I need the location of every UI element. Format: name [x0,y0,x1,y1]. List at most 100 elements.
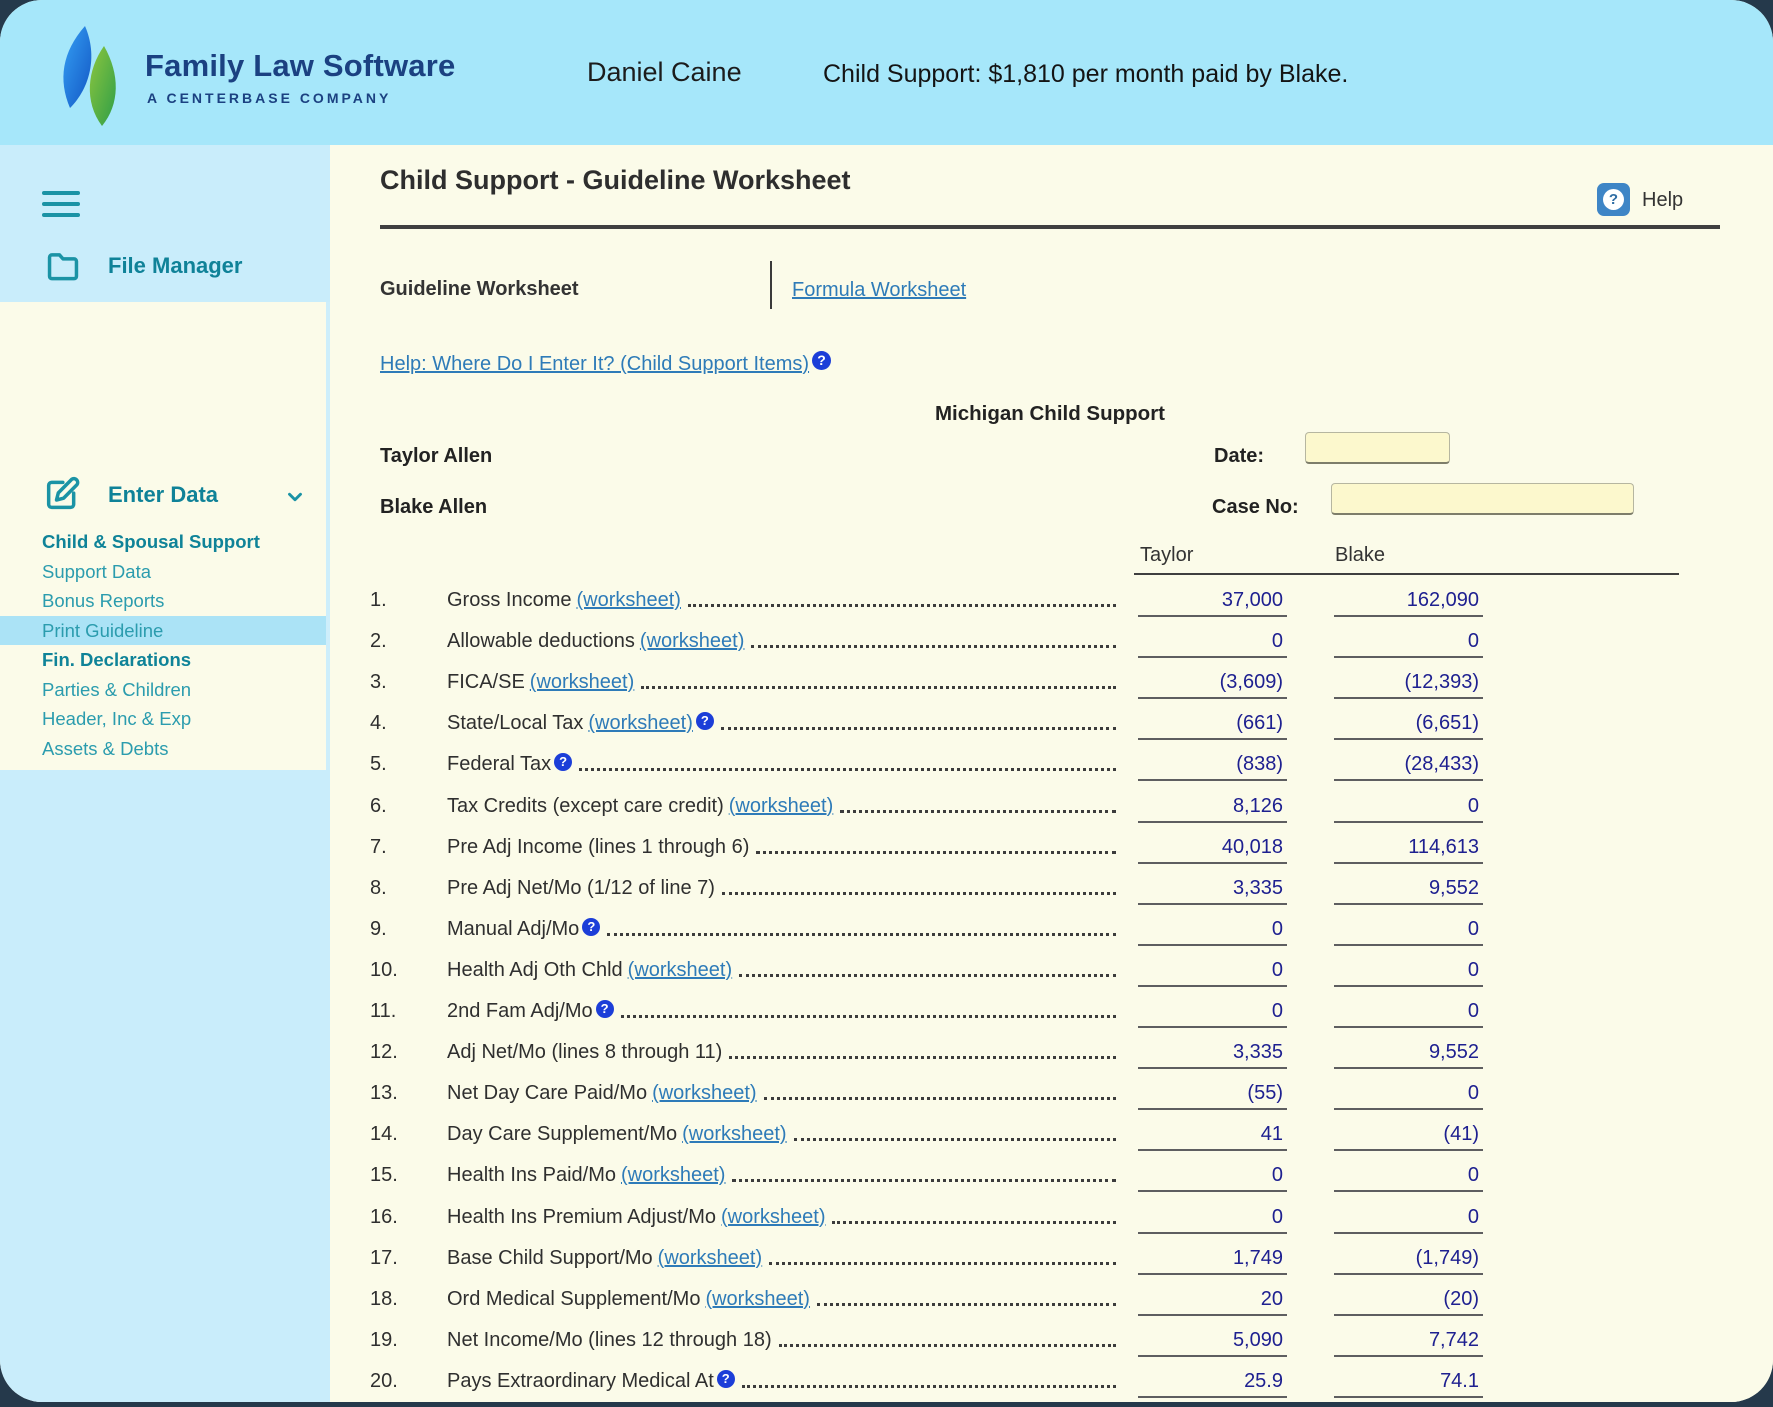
row-number: 11. [370,1000,397,1023]
blake-value: 0 [1334,1164,1483,1193]
blake-value: 0 [1334,1206,1483,1234]
row-label: Tax Credits (except care credit) (workshe… [447,794,834,817]
worksheet-link[interactable]: (worksheet) [721,1205,826,1228]
worksheet-link[interactable]: (worksheet) [728,794,834,817]
worksheet-link[interactable]: (worksheet) [529,671,635,694]
party2-name: Blake Allen [380,496,488,518]
worksheet-link[interactable]: (worksheet) [576,589,681,612]
worksheet-link[interactable]: (worksheet) [652,1082,757,1105]
row-number: 1. [370,589,387,612]
taylor-value: 0 [1138,1000,1287,1029]
row-number: 3. [370,671,387,694]
taylor-value: 5,090 [1138,1329,1287,1357]
row-number: 4. [370,712,387,735]
brand-tagline: A CENTERBASE COMPANY [147,90,392,106]
title-divider [380,225,1720,229]
taylor-value: 0 [1138,959,1287,987]
menu-icon[interactable] [42,191,80,224]
question-icon: ? [1603,189,1624,210]
blake-value: 74.1 [1334,1370,1483,1398]
row-number: 5. [370,753,387,776]
blake-value: 0 [1334,630,1483,659]
help-question-icon[interactable]: ? [716,1369,735,1388]
sidebar-item-assets-debts[interactable]: Assets & Debts [42,737,169,759]
worksheet-link[interactable]: (worksheet) [657,1246,763,1269]
dot-leader [741,1384,1116,1388]
row-label: Health Adj Oth Chld (worksheet) [447,958,733,981]
sidebar-item-print-guideline[interactable]: Print Guideline [0,615,326,645]
tab-formula-worksheet[interactable]: Formula Worksheet [792,279,967,301]
row-label: Gross Income (worksheet) [447,589,681,612]
help-question-icon[interactable]: ? [695,712,714,731]
dot-leader [840,809,1116,813]
edit-icon [42,474,82,514]
app-header: Family Law Software A CENTERBASE COMPANY… [0,0,1773,145]
worksheet-row: 4. State/Local Tax (worksheet)? (661) (6,… [370,699,1483,741]
dot-leader [620,1015,1116,1019]
help-question-icon[interactable]: ? [812,351,832,370]
blake-value: 114,613 [1334,836,1483,864]
tab-guideline-worksheet[interactable]: Guideline Worksheet [380,278,579,300]
case-no-input[interactable] [1331,483,1634,515]
dot-leader [720,727,1116,731]
taylor-value: 40,018 [1138,836,1287,864]
row-label: Ord Medical Supplement/Mo (worksheet) [447,1287,810,1310]
help-button[interactable]: ? [1597,183,1630,216]
taylor-value: (661) [1138,712,1287,741]
row-number: 17. [370,1246,398,1269]
dot-leader [769,1261,1116,1265]
worksheet-link[interactable]: (worksheet) [639,630,745,653]
help-question-icon[interactable]: ? [582,917,601,936]
page-title: Child Support - Guideline Worksheet [380,165,851,195]
worksheet-row: 19. Net Income/Mo (lines 12 through 18) … [370,1316,1483,1357]
dot-leader [579,768,1116,772]
worksheet-row: 7. Pre Adj Income (lines 1 through 6) 40… [370,823,1483,864]
blake-value: 0 [1334,1082,1483,1111]
taylor-value: 41 [1138,1123,1287,1152]
row-number: 20. [370,1369,398,1392]
sidebar-item-header-inc-exp[interactable]: Header, Inc & Exp [42,708,192,729]
date-input[interactable] [1305,432,1450,464]
sidebar: File Manager Enter Data Child & Spousal … [0,145,330,1402]
taylor-value: (3,609) [1138,671,1287,700]
sidebar-item-child-spousal-support[interactable]: Child & Spousal Support [42,531,260,552]
dot-leader [832,1220,1116,1224]
sidebar-item-fin-declarations[interactable]: Fin. Declarations [42,649,192,670]
worksheet-link[interactable]: (worksheet) [682,1123,787,1146]
worksheet-row: 9. Manual Adj/Mo? 0 0 [370,905,1483,946]
taylor-value: 25.9 [1138,1370,1287,1398]
taylor-value: 0 [1138,1206,1287,1234]
row-number: 10. [370,958,398,981]
taylor-value: 20 [1138,1288,1287,1316]
blake-value: 162,090 [1334,589,1483,618]
tab-divider [770,261,772,309]
worksheet-link[interactable]: (worksheet) [588,712,693,735]
taylor-value: 3,335 [1138,1041,1287,1070]
sidebar-item-support-data[interactable]: Support Data [42,560,152,582]
dot-leader [641,686,1116,690]
row-number: 13. [370,1082,398,1105]
worksheet-link[interactable]: (worksheet) [620,1164,726,1187]
sidebar-item-bonus-reports[interactable]: Bonus Reports [42,590,165,611]
where-do-i-enter-link[interactable]: Help: Where Do I Enter It? (Child Suppor… [380,353,810,375]
chevron-down-icon[interactable] [284,486,306,513]
sidebar-item-parties-children[interactable]: Parties & Children [42,678,192,700]
row-number: 18. [370,1287,398,1310]
sidebar-tools: Analysis Reports Settings Export CSV Sup… [0,770,330,1402]
worksheet-row: 1. Gross Income (worksheet) 37,000 162,09… [370,576,1483,618]
worksheet-rows: 1. Gross Income (worksheet) 37,000 162,09… [370,576,1483,1398]
row-label: Health Ins Paid/Mo (worksheet) [447,1164,726,1187]
help-question-icon[interactable]: ? [595,1000,614,1019]
row-number: 19. [370,1328,398,1351]
worksheet-link[interactable]: (worksheet) [705,1287,810,1310]
case-no-label: Case No: [1212,496,1299,518]
sidebar-item-enter-data[interactable]: Enter Data [108,482,219,507]
worksheet-link[interactable]: (worksheet) [627,958,733,981]
help-question-icon[interactable]: ? [554,753,573,772]
dot-leader [778,1343,1116,1347]
blake-value: (41) [1334,1123,1483,1152]
column-header-rule [1134,573,1679,575]
sidebar-item-file-manager[interactable]: File Manager [108,253,243,278]
dot-leader [751,645,1116,649]
